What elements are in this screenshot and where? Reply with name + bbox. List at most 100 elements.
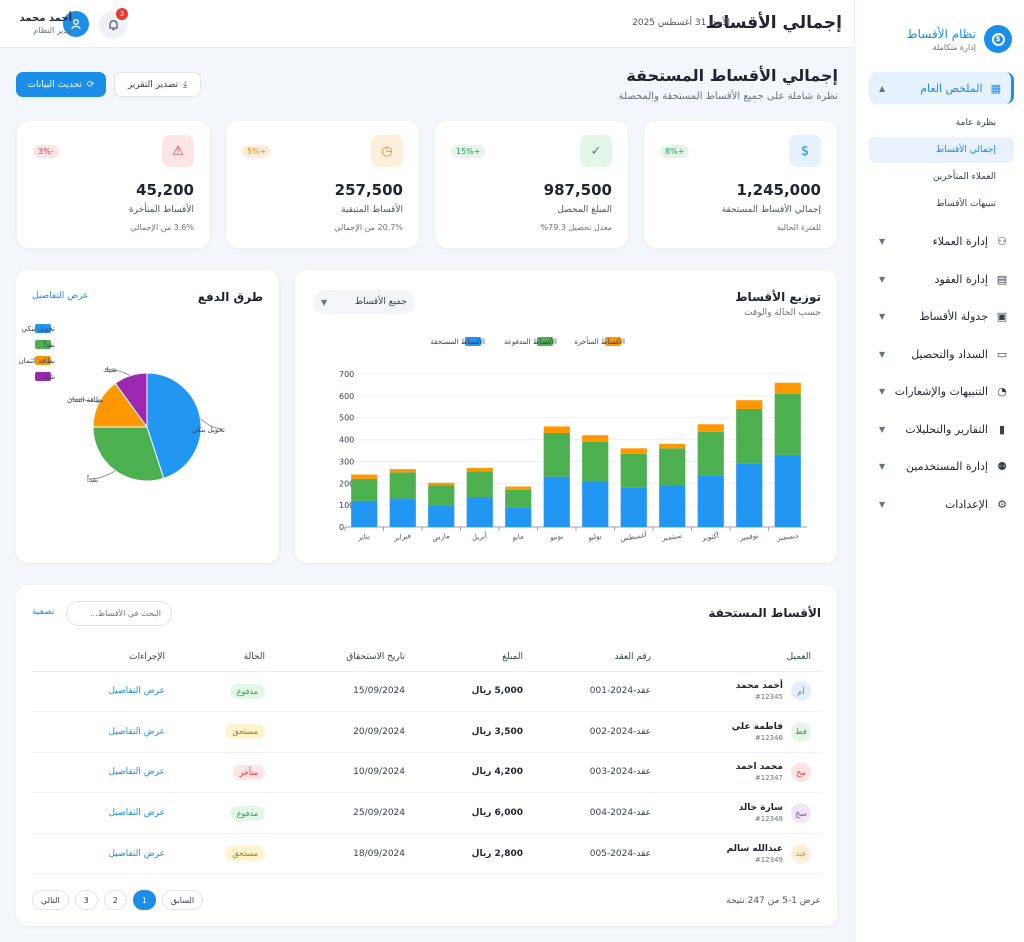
refresh-data-button[interactable]: ⟳ تحديث البيانات [16,72,106,97]
sidebar-item-contracts[interactable]: ▤ إدارة العقود ▼ [869,261,1014,299]
client-cell: أم أحمد محمد #12345 [651,671,821,713]
payment-methods-title: طرق الدفع [197,290,263,304]
sidebar-item-reports[interactable]: ▮ التقارير والتحليلات ▼ [869,411,1014,449]
search-field[interactable] [67,602,171,625]
actions-cell: عرض التفاصيل [32,792,165,834]
status-badge: مستحق [225,846,265,862]
sidebar-item-summary[interactable]: ▦ الملخص العام ▲ [869,72,1014,104]
submenu-item-total-installments[interactable]: إجمالي الأقساط [869,137,1014,163]
pie-label: تحويل بنكي [192,426,225,434]
payment-methods-card: طرق الدفع عرض التفاصيل تحويل بنكي نقداً بط… [16,270,279,563]
contract-number: عقد-2024-002 [523,711,651,753]
status-cell: متأخر [165,752,265,794]
search-input[interactable] [66,601,172,626]
column-header-client: العميل [651,643,821,672]
y-tick-label: 500 [339,414,354,423]
pagination: التالي 3 2 1 السابق [32,890,204,910]
due-date: 20/09/2024 [265,711,405,753]
bar-segment [389,498,416,527]
kpi-label: الأقساط المتأخرة [128,205,194,215]
export-report-button[interactable]: ⤓ تصدير التقرير [114,72,201,97]
bar-segment [659,485,686,527]
grid-icon: ▦ [990,81,1001,95]
filter-button[interactable]: تصفية [32,607,55,617]
chevron-down-icon: ▼ [879,312,886,322]
bar-segment [389,469,416,473]
client-cell: فط فاطمة علي #12346 [651,711,821,753]
legend-swatch [605,337,621,346]
contract-number: عقد-2024-001 [523,671,651,713]
kpi-label: إجمالي الأقساط المستحقة [721,205,821,215]
pagination-next-button[interactable]: التالي [32,890,69,910]
user-icon: ⚇ [997,235,1007,249]
installments-table-wrap: العميل رقم العقد المبلغ تاريخ الاستحقاق … [32,643,821,875]
change-badge: -3% [33,145,59,158]
contract-number: عقد-2024-003 [523,752,651,794]
submenu-item-late-clients[interactable]: العملاء المتأخرين [932,172,996,182]
legend-swatch [35,324,51,333]
client-name: محمد احمد [735,762,783,773]
table-title: الأقساط المستحقة [708,606,821,620]
view-details-link[interactable]: عرض التفاصيل [108,808,165,819]
actions-cell: عرض التفاصيل [32,711,165,753]
brand: $ نظام الأقساط إدارة متكاملة [855,0,1024,62]
submenu-item-overview[interactable]: نظرة عامة [955,118,996,128]
chevron-down-icon: ▼ [879,424,886,434]
client-avatar: فط [791,721,811,742]
pagination-prev-button[interactable]: السابق [161,890,204,910]
amount: 3,500 ريال [405,711,523,753]
sidebar-item-label: الإعدادات [944,497,988,511]
actions-cell: عرض التفاصيل [32,752,165,794]
brand-subtitle: إدارة متكاملة [932,42,976,52]
distribution-chart-card: توزيع الأقساط حسب الحالة والوقت جميع الأ… [295,270,837,563]
bar-segment [774,382,801,394]
view-details-link[interactable]: عرض التفاصيل [32,291,89,301]
kpi-value: 45,200 [136,181,194,199]
installments-filter-select[interactable]: جميع الأقساط ▼ [313,290,415,314]
current-date: الأحد، 31 أغسطس 2025 [632,18,730,28]
view-details-link[interactable]: عرض التفاصيل [108,686,165,697]
user-info[interactable]: أحمد محمد مدير النظام [12,13,72,35]
pagination-page-2[interactable]: 2 [103,890,127,910]
sidebar-item-users[interactable]: ⚉ إدارة المستخدمين ▼ [869,448,1014,486]
view-details-link[interactable]: عرض التفاصيل [108,848,165,859]
legend-label: الأقساط المستحقة [430,337,485,346]
bar-segment [466,471,493,498]
kpi-subtext: 3.6% من الإجمالي [130,223,194,232]
x-tick-label: أغسطس [620,530,648,543]
kpi-subtext: للفترة الحالية [776,223,821,232]
pagination-page-1[interactable]: 1 [132,890,156,910]
sidebar-item-notifications[interactable]: ◔ التنبيهات والإشعارات ▼ [869,373,1014,411]
sidebar-item-payments[interactable]: ▭ السداد والتحصيل ▼ [869,336,1014,374]
column-header-actions: الإجراءات [32,643,165,672]
kpi-card: ⚠ -3% 45,200 الأقساط المتأخرة 3.6% من الإجما… [17,121,210,248]
submenu-item-alerts[interactable]: تنبيهات الأقساط [936,199,996,209]
bar-segment [428,485,455,506]
pie-leader-line [200,418,224,430]
avatar[interactable] [63,11,89,37]
kpi-value: 257,500 [334,181,403,199]
sidebar-item-clients[interactable]: ⚇ إدارة العملاء ▼ [869,223,1014,261]
x-tick-label: يناير [356,532,370,542]
user-avatar-icon [71,19,81,30]
view-details-link[interactable]: عرض التفاصيل [108,726,165,737]
sidebar-item-schedule[interactable]: ▣ جدولة الأقساط ▼ [869,298,1014,336]
bar-chart-icon: ▮ [998,422,1006,436]
bell-icon: ◔ [997,385,1007,399]
bar-segment [466,467,493,472]
due-date: 18/09/2024 [265,833,405,875]
bar-segment [505,489,532,508]
status-cell: مدفوع [165,792,265,834]
table-body: أم أحمد محمد #12345 عقد-2024-001 5,000 ريال 1… [32,671,821,875]
results-summary: عرض 1-5 من 247 نتيجة [726,896,821,906]
bar-segment [697,475,724,527]
client-avatar: أم [791,681,811,702]
change-badge: +5% [242,145,272,158]
view-details-link[interactable]: عرض التفاصيل [108,767,165,778]
bar-segment [389,472,416,499]
bar-segment [620,453,647,488]
sidebar-item-label: التقارير والتحليلات [905,422,988,436]
due-installments-card: الأقساط المستحقة تصفية العميل رقم العقد … [16,585,837,926]
pagination-page-3[interactable]: 3 [74,890,98,910]
sidebar-item-settings[interactable]: ⚙ الإعدادات ▼ [869,486,1014,524]
